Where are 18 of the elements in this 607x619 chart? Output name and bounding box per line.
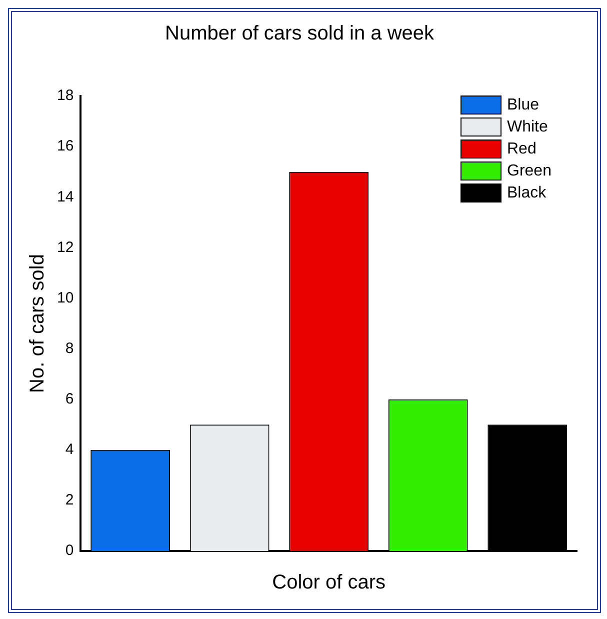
y-axis-title: No. of cars sold — [26, 254, 49, 393]
y-tick-label: 6 — [65, 390, 74, 408]
x-axis-title: Color of cars — [272, 572, 386, 594]
y-tick-label: 10 — [56, 289, 74, 306]
y-tick-label: 16 — [56, 138, 74, 155]
legend-label: White — [507, 118, 548, 136]
y-tick-label: 2 — [65, 492, 74, 509]
y-tick-label: 0 — [65, 542, 74, 560]
y-tick-label: 8 — [65, 340, 74, 357]
chart-title: Number of cars sold in a week — [164, 22, 435, 45]
y-tick-label: 14 — [56, 188, 74, 206]
legend-label: Black — [507, 184, 548, 202]
y-tick-label: 18 — [56, 87, 74, 104]
y-tick-label: 12 — [56, 238, 74, 256]
y-tick-label: 4 — [65, 441, 74, 458]
legend-label: Green — [507, 162, 552, 180]
legend-label: Blue — [507, 96, 540, 114]
legend-label: Red — [507, 140, 536, 158]
